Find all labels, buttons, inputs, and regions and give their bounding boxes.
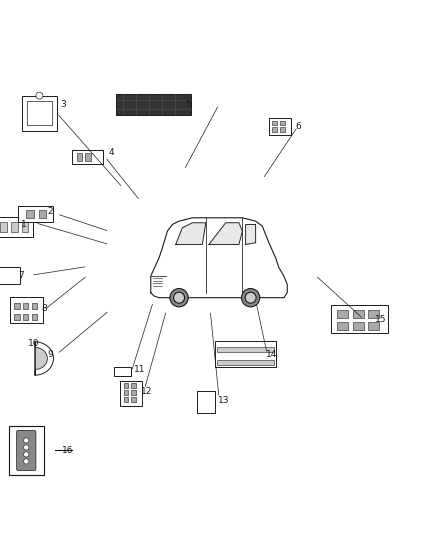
Text: 5: 5 — [185, 100, 191, 109]
Bar — [368, 322, 379, 329]
Text: 13: 13 — [218, 395, 229, 405]
Bar — [272, 127, 277, 132]
Polygon shape — [246, 224, 256, 245]
Bar — [10, 297, 43, 324]
Bar — [215, 341, 276, 367]
Bar — [120, 381, 142, 406]
Bar — [131, 383, 136, 388]
Circle shape — [170, 288, 188, 307]
FancyBboxPatch shape — [18, 206, 53, 222]
Bar — [0, 222, 7, 232]
Bar — [116, 94, 191, 115]
Circle shape — [24, 438, 29, 443]
Bar — [197, 391, 215, 413]
Bar — [114, 367, 131, 376]
Polygon shape — [209, 223, 242, 245]
Bar — [131, 397, 136, 402]
Bar — [14, 303, 20, 310]
Bar — [9, 426, 44, 474]
Bar — [32, 314, 37, 320]
Polygon shape — [151, 218, 287, 298]
Bar — [272, 121, 277, 125]
Bar — [131, 390, 136, 395]
Text: 12: 12 — [141, 387, 152, 396]
Bar — [124, 383, 128, 388]
Text: 7: 7 — [18, 271, 24, 280]
Bar — [217, 346, 274, 352]
Polygon shape — [35, 342, 53, 375]
Text: 6: 6 — [295, 122, 301, 131]
Bar — [368, 310, 379, 318]
Bar — [0, 268, 20, 284]
Polygon shape — [35, 348, 47, 369]
Bar — [23, 314, 28, 320]
Bar — [124, 397, 128, 402]
Circle shape — [241, 288, 260, 307]
Text: 10: 10 — [28, 338, 40, 348]
Bar — [353, 310, 364, 318]
Bar — [85, 152, 91, 161]
Bar — [14, 314, 20, 320]
Text: 9: 9 — [47, 350, 53, 359]
FancyBboxPatch shape — [0, 217, 33, 237]
Circle shape — [36, 92, 43, 99]
Circle shape — [245, 292, 256, 303]
Text: 16: 16 — [62, 446, 74, 455]
Text: 1: 1 — [21, 220, 27, 229]
Bar — [22, 96, 57, 131]
Circle shape — [173, 292, 184, 303]
Bar — [217, 360, 274, 365]
Text: 3: 3 — [60, 100, 67, 109]
Bar — [331, 305, 388, 333]
Bar — [124, 390, 128, 395]
Circle shape — [24, 445, 29, 450]
Bar — [77, 152, 82, 161]
Bar — [11, 222, 18, 232]
Circle shape — [24, 452, 29, 457]
Bar — [337, 322, 348, 329]
Bar — [23, 303, 28, 310]
Text: 2: 2 — [48, 207, 53, 216]
Bar — [280, 121, 285, 125]
Polygon shape — [176, 223, 206, 245]
Bar — [72, 150, 103, 164]
Circle shape — [24, 459, 29, 464]
Bar — [27, 101, 52, 125]
Bar — [22, 222, 28, 232]
Bar — [32, 303, 37, 310]
Text: 11: 11 — [134, 365, 146, 374]
Text: 14: 14 — [266, 350, 277, 359]
Bar — [269, 118, 291, 135]
Bar — [39, 209, 46, 219]
FancyBboxPatch shape — [17, 430, 36, 471]
Text: 4: 4 — [109, 148, 114, 157]
Bar — [26, 209, 34, 219]
Text: 15: 15 — [375, 314, 387, 324]
Text: 8: 8 — [41, 304, 47, 313]
Bar — [353, 322, 364, 329]
Bar — [280, 127, 285, 132]
Bar — [337, 310, 348, 318]
